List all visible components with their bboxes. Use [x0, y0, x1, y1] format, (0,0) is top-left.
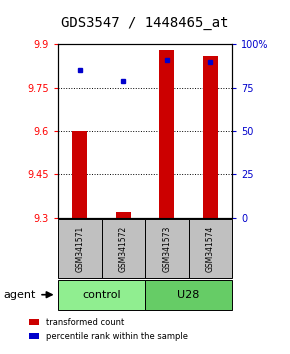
- Text: GDS3547 / 1448465_at: GDS3547 / 1448465_at: [61, 16, 229, 30]
- Bar: [159, 50, 174, 218]
- Text: control: control: [82, 290, 121, 300]
- Text: GSM341572: GSM341572: [119, 225, 128, 272]
- Text: transformed count: transformed count: [46, 318, 125, 327]
- Text: GSM341573: GSM341573: [162, 225, 171, 272]
- Text: agent: agent: [3, 290, 35, 300]
- Text: GSM341571: GSM341571: [75, 225, 84, 272]
- Text: U28: U28: [177, 290, 200, 300]
- Text: GSM341574: GSM341574: [206, 225, 215, 272]
- Bar: [203, 56, 218, 218]
- Text: percentile rank within the sample: percentile rank within the sample: [46, 332, 188, 341]
- Bar: [116, 212, 131, 218]
- Bar: [72, 131, 87, 218]
